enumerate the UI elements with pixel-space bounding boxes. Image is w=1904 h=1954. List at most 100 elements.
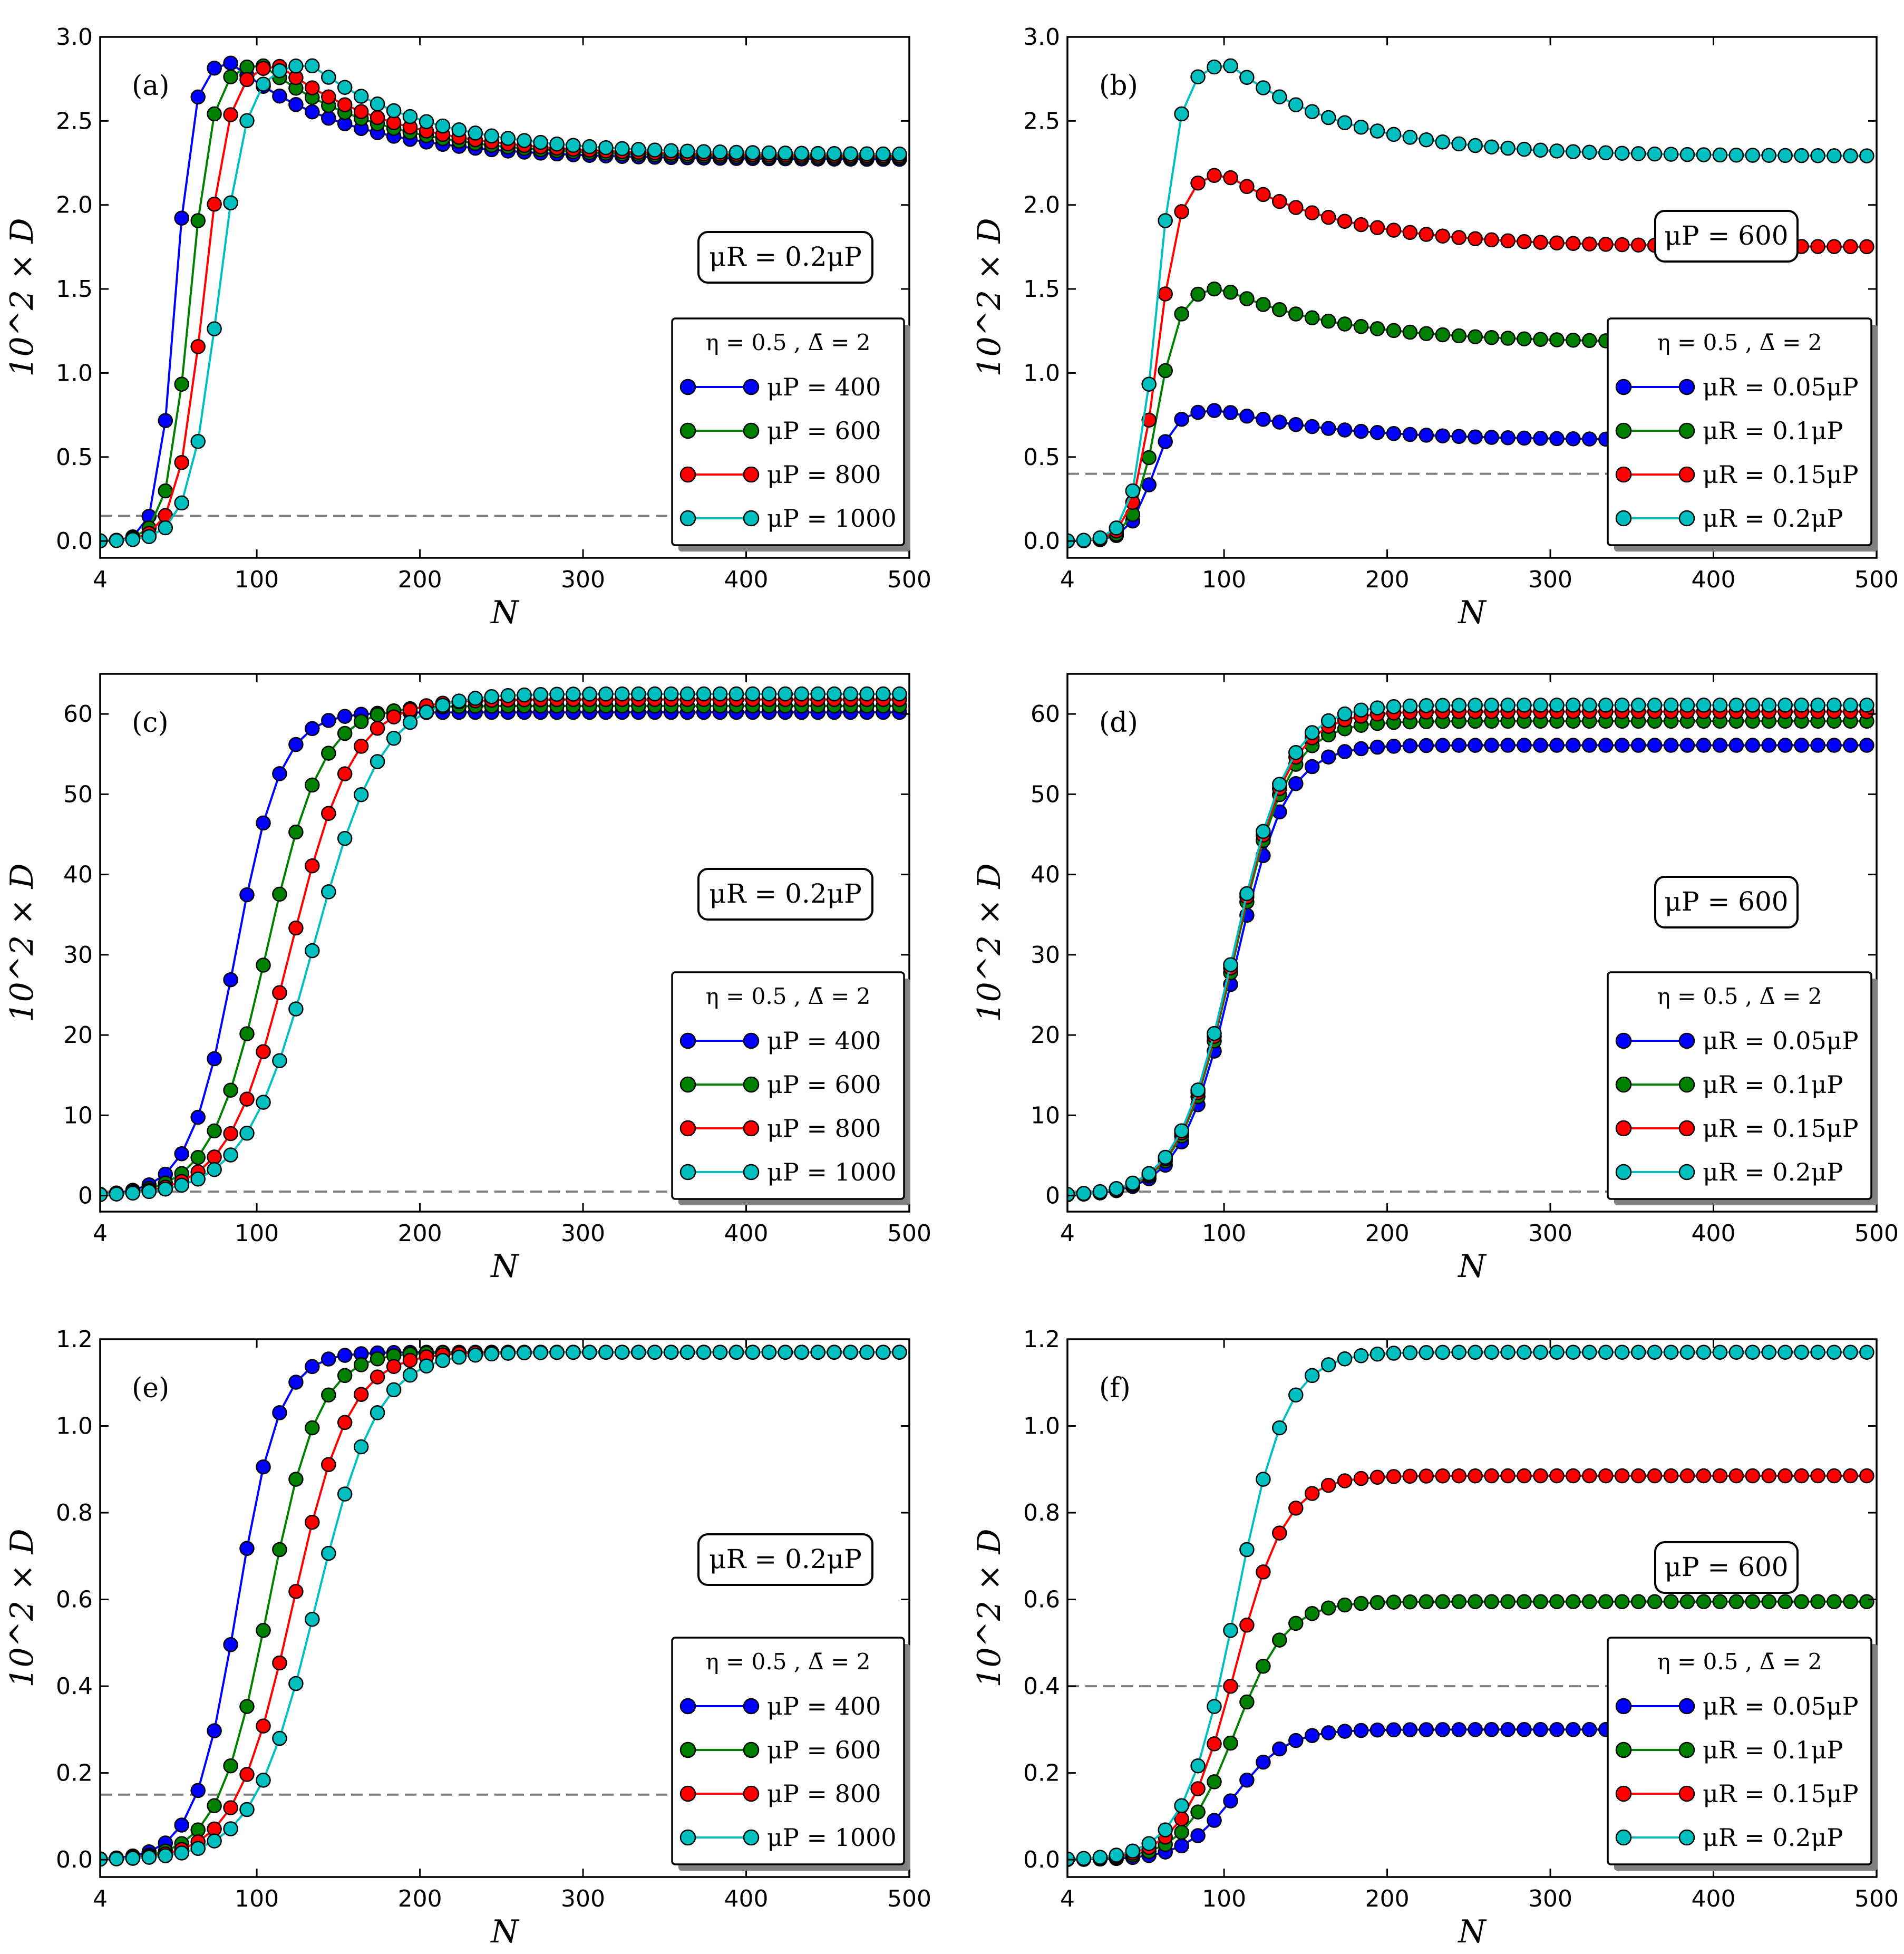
data-point — [1320, 713, 1336, 729]
data-point — [1500, 1468, 1516, 1484]
x-tick-label: 4 — [1060, 1885, 1075, 1912]
data-point — [337, 1368, 353, 1384]
y-tick-label: 3.0 — [56, 24, 93, 51]
legend-title: η = 0.5 , Δ̄ = 2 — [706, 983, 871, 1009]
panel-e: 4 100 200 300 400 500 0.0 0.2 0.4 0.6 0.8 1.0 1.2 N 10… — [4, 1326, 931, 1950]
data-point — [1468, 1468, 1483, 1484]
data-point — [370, 1405, 385, 1420]
x-tick-label: 200 — [1365, 1885, 1410, 1912]
x-tick-label: 400 — [724, 1220, 769, 1247]
data-point — [223, 1637, 238, 1652]
data-point — [1500, 140, 1516, 156]
data-point — [386, 730, 402, 746]
data-point — [190, 213, 206, 228]
data-point — [1549, 431, 1565, 447]
legend-entry-2: μP = 600 — [767, 1070, 881, 1099]
data-point — [353, 1439, 369, 1455]
x-tick-label: 300 — [561, 566, 605, 593]
data-point — [1272, 89, 1287, 104]
data-point — [533, 134, 548, 150]
x-tick-label: 300 — [1528, 1220, 1572, 1247]
legend-marker — [1678, 1076, 1695, 1093]
data-point — [761, 686, 777, 702]
data-point — [1533, 235, 1548, 250]
data-point — [1207, 281, 1222, 297]
data-point — [696, 686, 712, 702]
data-point — [1566, 332, 1581, 348]
data-point — [1794, 1594, 1809, 1609]
data-point — [1484, 139, 1499, 154]
data-point — [1223, 1735, 1238, 1751]
data-point — [1141, 477, 1157, 492]
data-point — [1304, 104, 1320, 119]
y-tick-label: 0.8 — [1023, 1500, 1060, 1526]
data-point — [615, 1344, 630, 1360]
data-point — [353, 104, 369, 119]
data-point — [1337, 744, 1353, 759]
data-point — [305, 104, 320, 120]
legend-entry-3: μR = 0.15μP — [1703, 1114, 1859, 1143]
data-point — [1566, 738, 1581, 753]
data-point — [1256, 1564, 1271, 1580]
data-point — [288, 824, 304, 840]
data-point — [288, 1001, 304, 1017]
data-point — [288, 920, 304, 936]
data-point — [288, 1472, 304, 1487]
data-point — [1533, 332, 1548, 347]
data-point — [810, 1344, 825, 1360]
data-point — [566, 686, 581, 702]
data-point — [272, 63, 287, 79]
data-point — [321, 110, 336, 126]
data-point — [451, 693, 467, 709]
data-point — [1076, 1851, 1092, 1866]
data-point — [337, 766, 353, 781]
data-point — [1468, 138, 1483, 153]
annotation-box — [1654, 210, 1799, 263]
data-point — [1369, 220, 1385, 236]
data-point — [1500, 698, 1516, 713]
data-point — [1810, 1594, 1825, 1609]
data-point — [141, 1850, 157, 1865]
data-point — [1647, 146, 1663, 162]
data-point — [386, 709, 402, 724]
axes-frame — [1066, 1338, 1878, 1878]
data-point — [1435, 1468, 1451, 1484]
data-point — [1647, 1344, 1663, 1360]
data-point — [1712, 1344, 1728, 1360]
data-point — [190, 1841, 206, 1856]
data-point — [1207, 1026, 1222, 1041]
annotation-box — [697, 868, 873, 921]
data-point — [174, 1845, 189, 1861]
data-point — [239, 1699, 255, 1714]
data-point — [272, 1542, 287, 1558]
y-tick-label: 40 — [1031, 862, 1060, 888]
data-point — [1745, 1468, 1761, 1484]
data-point — [207, 1162, 222, 1177]
data-point — [1630, 237, 1646, 253]
data-point — [1109, 1181, 1124, 1196]
data-point — [1582, 431, 1597, 447]
data-point — [1663, 1468, 1679, 1484]
data-point — [679, 686, 695, 702]
data-point — [305, 58, 320, 74]
data-point — [1092, 1850, 1108, 1865]
legend-marker — [1678, 1785, 1695, 1802]
data-point — [1679, 1468, 1695, 1484]
data-point — [305, 777, 320, 793]
y-tick-label: 30 — [1031, 942, 1060, 969]
legend-marker — [679, 1076, 696, 1093]
data-point — [712, 144, 728, 160]
annotation-text: μR = 0.2μP — [709, 241, 861, 272]
data-point — [1419, 132, 1434, 148]
data-point — [1320, 421, 1336, 436]
data-point — [1272, 777, 1287, 792]
data-point — [1288, 306, 1304, 322]
data-point — [370, 707, 385, 722]
x-tick-label: 500 — [887, 1885, 931, 1912]
data-point — [1777, 738, 1793, 753]
data-point — [1320, 1600, 1336, 1616]
legend-marker — [1615, 510, 1632, 527]
data-point — [1288, 417, 1304, 432]
data-point — [1533, 142, 1548, 158]
legend-entry-1: μR = 0.05μP — [1703, 1692, 1859, 1720]
